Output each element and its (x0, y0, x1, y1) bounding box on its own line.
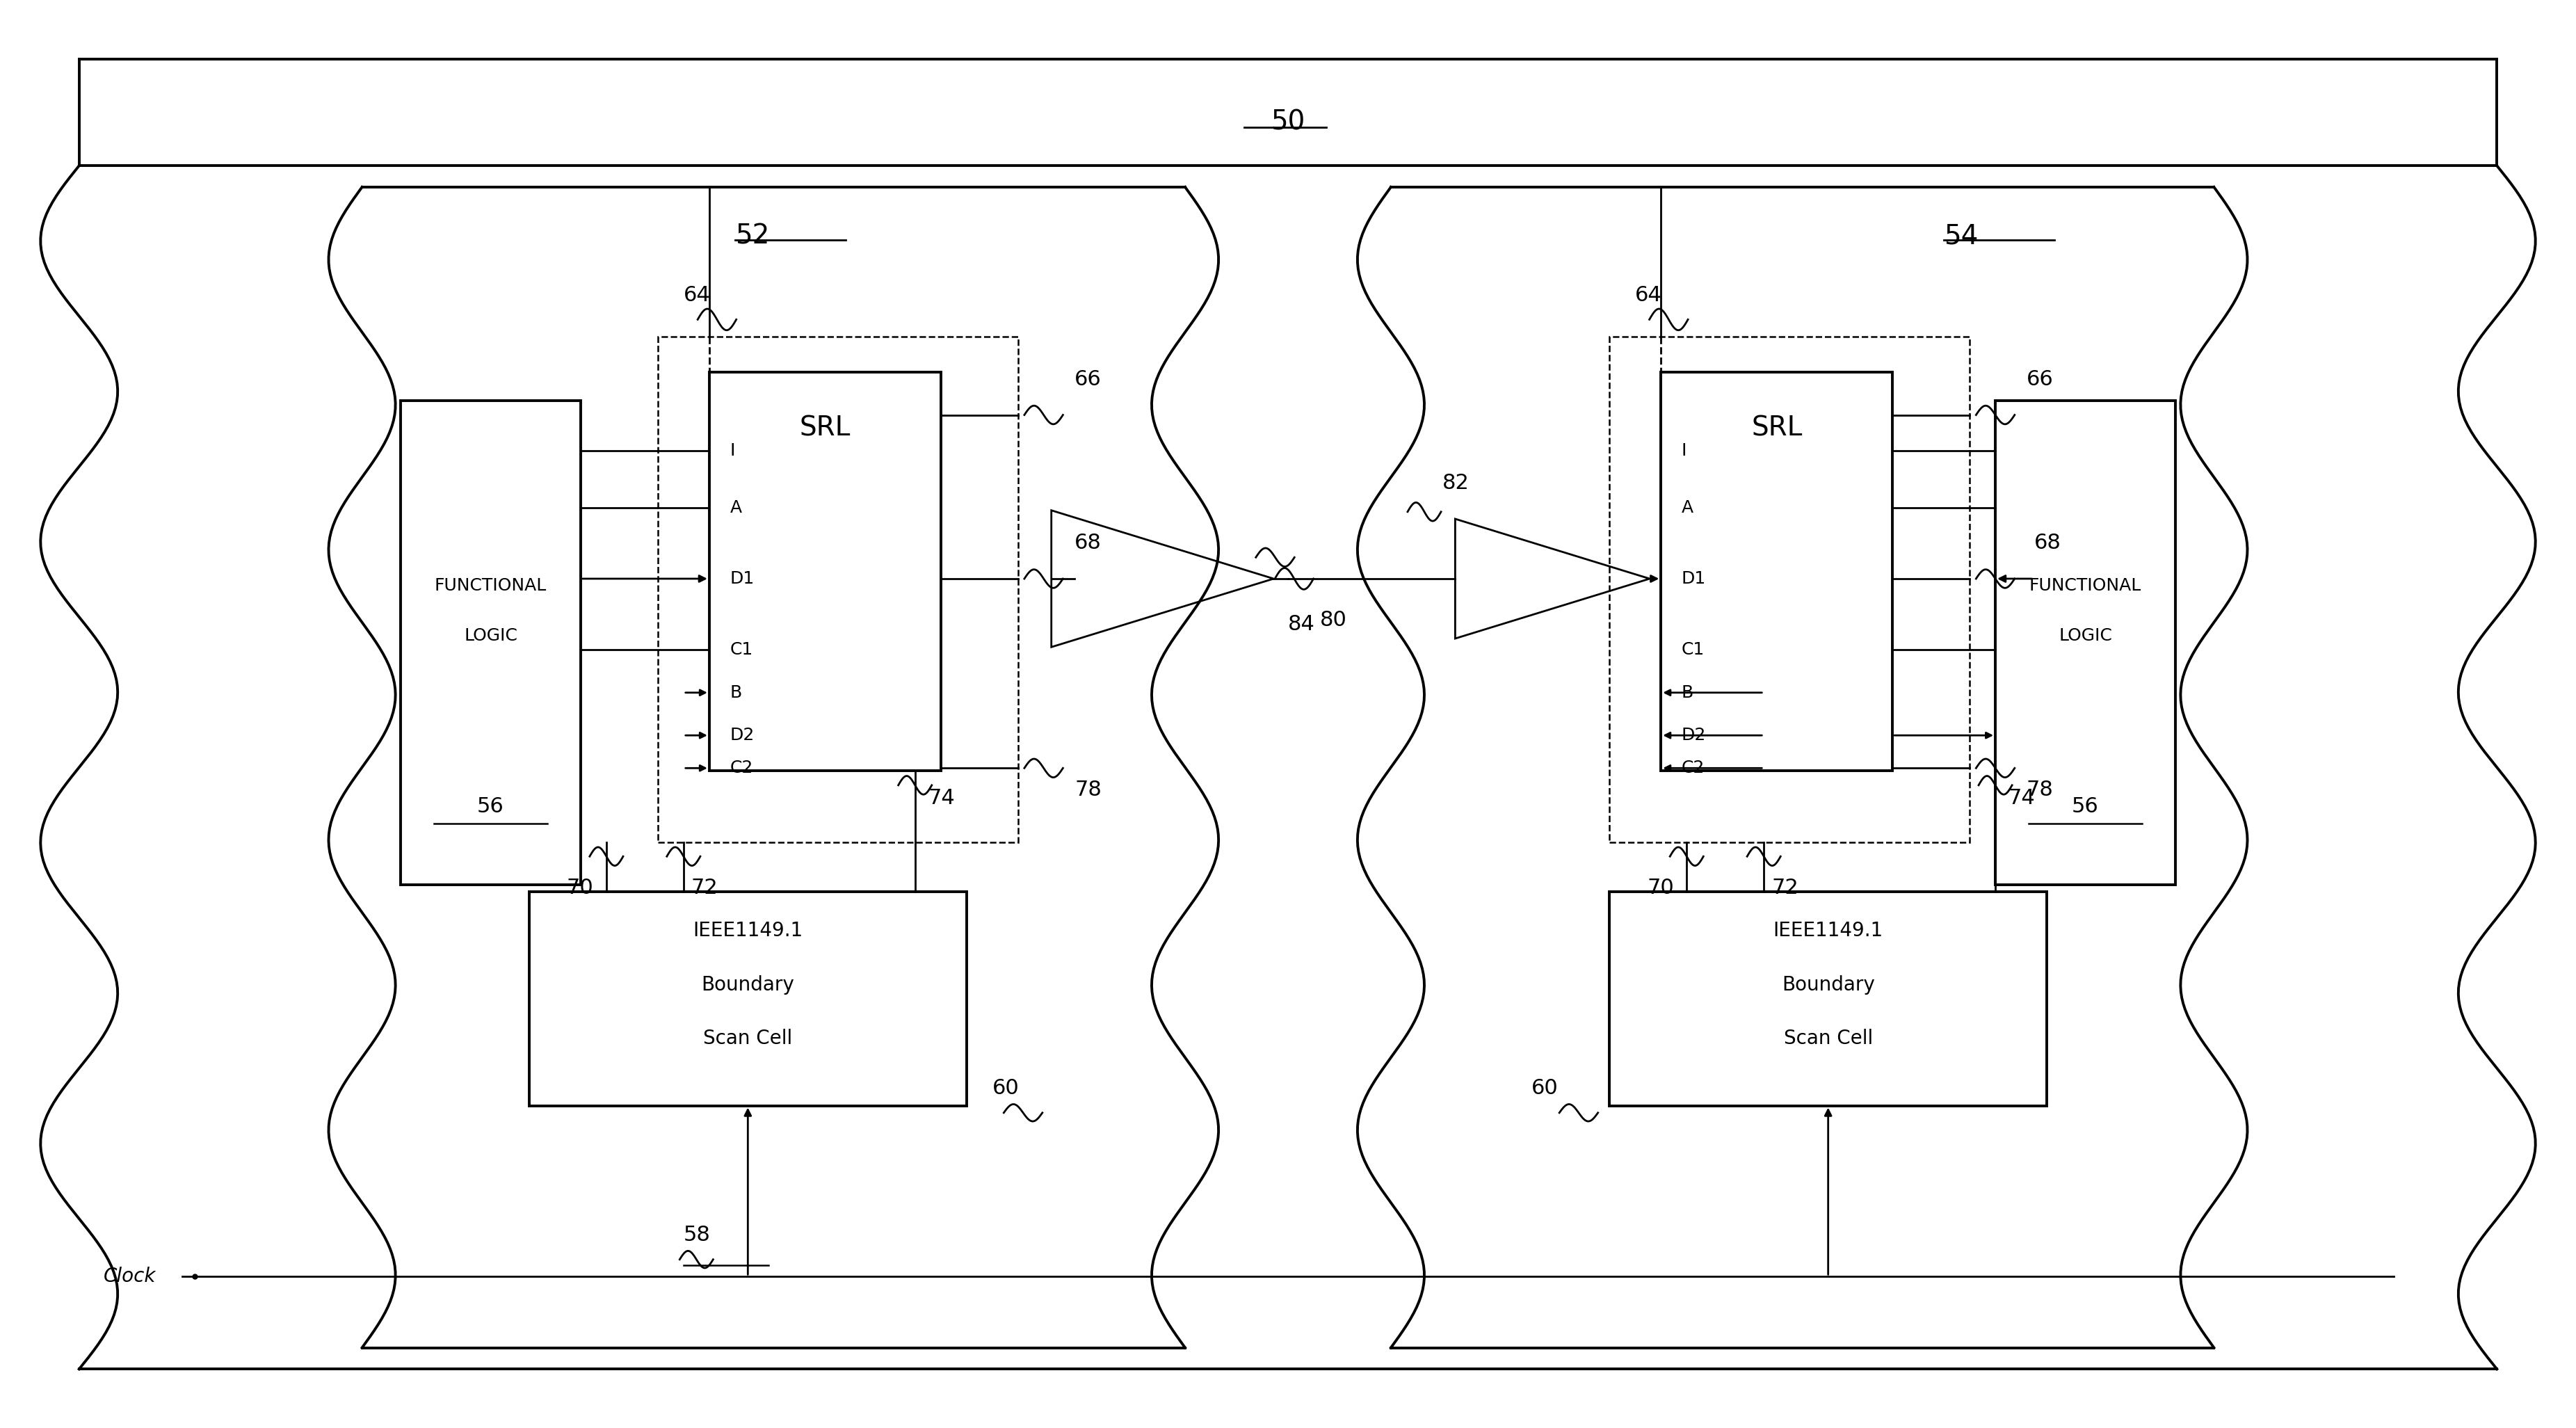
Text: C2: C2 (1682, 760, 1705, 777)
Text: 64: 64 (683, 286, 711, 306)
Bar (1996, 401, 2174, 885)
Text: 70: 70 (567, 878, 592, 898)
Text: 82: 82 (1443, 473, 1468, 493)
Text: 60: 60 (992, 1078, 1020, 1098)
Text: Boundary: Boundary (1783, 975, 1875, 994)
Text: 52: 52 (734, 223, 770, 248)
Text: 50: 50 (1270, 109, 1306, 136)
Text: 68: 68 (1074, 533, 1103, 553)
Text: I: I (1682, 443, 1687, 458)
Text: 80: 80 (1319, 610, 1347, 630)
Text: FUNCTIONAL: FUNCTIONAL (2030, 577, 2141, 594)
Text: LOGIC: LOGIC (464, 627, 518, 644)
Text: IEEE1149.1: IEEE1149.1 (1772, 921, 1883, 940)
Text: 64: 64 (1636, 286, 1662, 306)
Text: D2: D2 (1682, 727, 1705, 744)
Bar (657, 337, 1018, 843)
Text: 56: 56 (2071, 797, 2099, 817)
Text: 56: 56 (477, 797, 505, 817)
Text: 70: 70 (1646, 878, 1674, 898)
Text: SRL: SRL (1752, 416, 1803, 441)
Text: A: A (1682, 500, 1692, 516)
Text: C1: C1 (1682, 641, 1705, 658)
Text: B: B (729, 684, 742, 701)
Bar (1662, 373, 1893, 771)
Text: I: I (729, 443, 734, 458)
Text: 66: 66 (1074, 368, 1103, 390)
Text: D1: D1 (729, 570, 755, 587)
Text: 54: 54 (1945, 223, 1978, 248)
Text: C1: C1 (729, 641, 752, 658)
Text: 74: 74 (927, 788, 956, 808)
Bar (528, 893, 966, 1105)
Bar (1610, 337, 1971, 843)
Text: A: A (729, 500, 742, 516)
Text: 72: 72 (1772, 878, 1798, 898)
Text: 58: 58 (683, 1225, 711, 1245)
Text: 78: 78 (2027, 780, 2053, 800)
Text: FUNCTIONAL: FUNCTIONAL (435, 577, 546, 594)
Bar (402, 401, 580, 885)
Text: 68: 68 (2035, 533, 2061, 553)
Text: Clock: Clock (103, 1267, 157, 1287)
Text: D2: D2 (729, 727, 755, 744)
Text: Scan Cell: Scan Cell (703, 1030, 793, 1048)
Text: B: B (1682, 684, 1692, 701)
Text: IEEE1149.1: IEEE1149.1 (693, 921, 804, 940)
Text: 74: 74 (2009, 788, 2035, 808)
Text: 84: 84 (1288, 614, 1314, 634)
Text: 78: 78 (1074, 780, 1103, 800)
Text: LOGIC: LOGIC (2058, 627, 2112, 644)
Text: C2: C2 (729, 760, 752, 777)
Text: 66: 66 (2027, 368, 2053, 390)
Text: Boundary: Boundary (701, 975, 793, 994)
Text: 72: 72 (690, 878, 719, 898)
Bar (1610, 893, 2048, 1105)
Text: Scan Cell: Scan Cell (1783, 1030, 1873, 1048)
Text: D1: D1 (1682, 570, 1705, 587)
Text: SRL: SRL (799, 416, 850, 441)
Bar (708, 373, 940, 771)
Text: 60: 60 (1530, 1078, 1558, 1098)
